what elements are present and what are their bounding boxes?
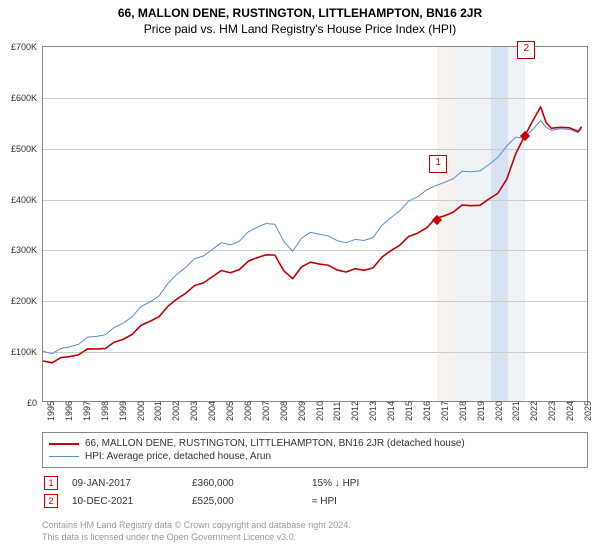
- legend-label: HPI: Average price, detached house, Arun: [85, 451, 271, 462]
- x-axis-label: 2024: [565, 401, 575, 421]
- x-axis-label: 2016: [422, 401, 432, 421]
- x-axis-label: 2012: [350, 401, 360, 421]
- x-axis-label: 1999: [118, 401, 128, 421]
- x-axis-label: 2002: [171, 401, 181, 421]
- x-axis-label: 2003: [189, 401, 199, 421]
- x-axis-label: 1996: [64, 401, 74, 421]
- y-axis-label: £400K: [0, 195, 37, 205]
- legend-swatch: [49, 456, 79, 457]
- sale-marker-label: 2: [517, 41, 535, 59]
- x-axis-label: 2008: [279, 401, 289, 421]
- y-axis-label: £500K: [0, 144, 37, 154]
- sale-delta: ≈ HPI: [312, 496, 432, 507]
- x-axis-label: 2006: [243, 401, 253, 421]
- sale-price: £525,000: [192, 496, 312, 507]
- x-axis-label: 2018: [458, 401, 468, 421]
- x-axis-label: 2001: [153, 401, 163, 421]
- legend-item: 66, MALLON DENE, RUSTINGTON, LITTLEHAMPT…: [49, 437, 581, 450]
- legend: 66, MALLON DENE, RUSTINGTON, LITTLEHAMPT…: [42, 432, 588, 468]
- x-axis-label: 2004: [207, 401, 217, 421]
- series-line: [43, 107, 582, 363]
- chart-area: £0£100K£200K£300K£400K£500K£600K£700K199…: [42, 46, 588, 402]
- chart-title: 66, MALLON DENE, RUSTINGTON, LITTLEHAMPT…: [0, 0, 600, 20]
- chart-svg: [43, 47, 587, 401]
- legend-label: 66, MALLON DENE, RUSTINGTON, LITTLEHAMPT…: [85, 438, 465, 449]
- series-line: [43, 121, 582, 354]
- x-axis-label: 2025: [583, 401, 593, 421]
- x-axis-label: 1997: [82, 401, 92, 421]
- x-axis-label: 2023: [547, 401, 557, 421]
- sale-date: 09-JAN-2017: [72, 478, 192, 489]
- attribution-line1: Contains HM Land Registry data © Crown c…: [42, 520, 351, 532]
- y-axis-label: £700K: [0, 42, 37, 52]
- attribution: Contains HM Land Registry data © Crown c…: [42, 520, 351, 543]
- x-axis-label: 2014: [386, 401, 396, 421]
- x-axis-label: 2021: [511, 401, 521, 421]
- x-axis-label: 2011: [332, 402, 342, 421]
- x-axis-label: 2015: [404, 401, 414, 421]
- plot-box: £0£100K£200K£300K£400K£500K£600K£700K199…: [42, 46, 588, 402]
- x-axis-label: 2022: [529, 401, 539, 421]
- y-axis-label: £300K: [0, 245, 37, 255]
- legend-swatch: [49, 443, 79, 445]
- x-axis-label: 2010: [315, 401, 325, 421]
- x-axis-label: 2007: [261, 401, 271, 421]
- sale-row: 1 09-JAN-2017£360,00015% ↓ HPI: [42, 474, 588, 492]
- x-axis-label: 2020: [494, 401, 504, 421]
- y-axis-label: £600K: [0, 93, 37, 103]
- x-axis-label: 2009: [297, 401, 307, 421]
- sale-date: 10-DEC-2021: [72, 496, 192, 507]
- x-axis-label: 1998: [100, 401, 110, 421]
- x-axis-label: 2005: [225, 401, 235, 421]
- legend-item: HPI: Average price, detached house, Arun: [49, 450, 581, 463]
- x-axis-label: 1995: [46, 401, 56, 421]
- y-axis-label: £100K: [0, 347, 37, 357]
- x-axis-label: 2017: [440, 401, 450, 421]
- y-axis-label: £0: [0, 398, 37, 408]
- chart-subtitle: Price paid vs. HM Land Registry's House …: [0, 20, 600, 40]
- sale-delta: 15% ↓ HPI: [312, 478, 432, 489]
- y-axis-label: £200K: [0, 296, 37, 306]
- sale-index: 2: [44, 494, 58, 508]
- x-axis-label: 2000: [136, 401, 146, 421]
- sales-table: 1 09-JAN-2017£360,00015% ↓ HPI 2 10-DEC-202…: [42, 474, 588, 510]
- sale-price: £360,000: [192, 478, 312, 489]
- attribution-line2: This data is licensed under the Open Gov…: [42, 532, 351, 544]
- sale-marker-label: 1: [429, 155, 447, 173]
- sale-index: 1: [44, 476, 58, 490]
- x-axis-label: 2013: [368, 401, 378, 421]
- sale-row: 2 10-DEC-2021£525,000≈ HPI: [42, 492, 588, 510]
- x-axis-label: 2019: [476, 401, 486, 421]
